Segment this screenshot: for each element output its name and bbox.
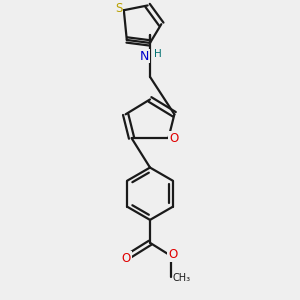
Text: S: S	[115, 2, 122, 15]
Text: O: O	[122, 252, 131, 265]
Text: CH₃: CH₃	[173, 274, 191, 284]
Text: O: O	[168, 248, 178, 261]
Text: H: H	[154, 49, 161, 58]
Text: N: N	[140, 50, 149, 62]
Text: O: O	[169, 132, 178, 145]
